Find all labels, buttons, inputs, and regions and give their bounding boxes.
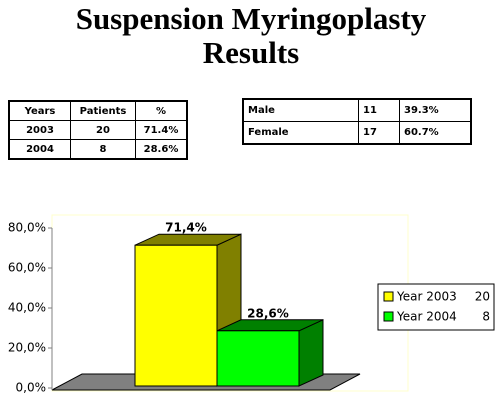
bar-side: [298, 319, 324, 387]
cell: Male: [242, 98, 359, 122]
y-tick-label: 0,0%: [16, 381, 47, 395]
legend-label: Year 2004: [396, 310, 457, 324]
cell: 39.3%: [399, 98, 472, 122]
legend-label: Year 2003: [396, 290, 457, 304]
y-tick-label: 20,0%: [8, 341, 46, 355]
y-tick-label: 80,0%: [8, 221, 46, 235]
bar: [134, 244, 218, 387]
cell: 8: [70, 139, 136, 160]
cell: %: [135, 100, 188, 121]
cell: 28.6%: [135, 139, 188, 160]
legend-count: 8: [482, 310, 490, 324]
years-table: Years Patients% 2003 20 71.4% 2004 8 28.6%: [8, 100, 188, 160]
cell: Years: [8, 100, 71, 121]
legend-swatch: [383, 311, 394, 322]
cell: 60.7%: [399, 121, 472, 145]
cell: 2003: [8, 120, 71, 140]
data-label: 71,4%: [165, 221, 207, 235]
data-label: 28,6%: [247, 306, 289, 320]
bar: [216, 330, 300, 387]
title: Suspension Myringoplasty Results: [75, 1, 427, 70]
cell: 2004: [8, 139, 71, 160]
legend-box: [377, 283, 495, 331]
cell: 17: [358, 121, 400, 145]
y-tick-label: 60,0%: [8, 261, 46, 275]
legend-swatch: [383, 291, 394, 302]
cell: 11: [358, 98, 400, 122]
cell: Patients: [70, 100, 136, 121]
sex-table: Male 11 39.3% Female 17 60.7%: [242, 98, 472, 145]
legend-count: 20: [475, 290, 490, 304]
y-tick-label: 40,0%: [8, 301, 46, 315]
cell: 71.4%: [135, 120, 188, 140]
cell: 20: [70, 120, 136, 140]
cell: Female: [242, 121, 359, 145]
